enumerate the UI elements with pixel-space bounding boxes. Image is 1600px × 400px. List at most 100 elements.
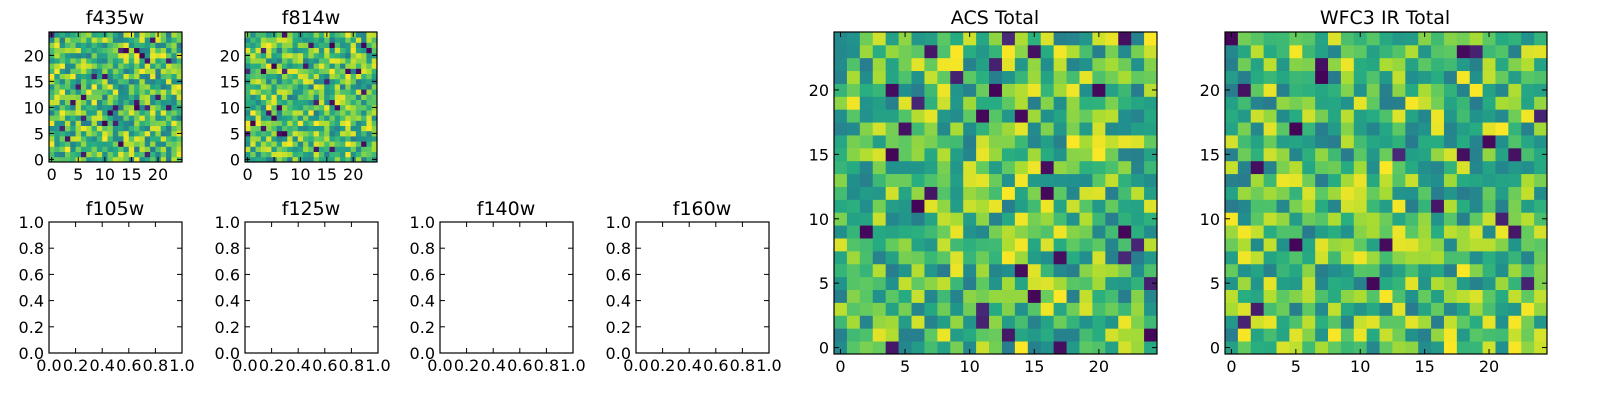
heatmap-cell	[1521, 315, 1535, 329]
heatmap-cell	[1521, 135, 1535, 149]
heatmap-cell	[1144, 32, 1158, 46]
heatmap-cell	[171, 110, 178, 116]
heatmap-cell	[963, 289, 977, 303]
heatmap-cell	[937, 173, 951, 187]
heatmap-cell	[54, 115, 61, 121]
heatmap-cell	[1521, 225, 1535, 239]
heatmap-cell	[308, 141, 315, 147]
heatmap-cell	[86, 156, 92, 163]
heatmap-cell	[255, 58, 262, 64]
heatmap-cell	[1014, 315, 1029, 329]
heatmap-cell	[1508, 212, 1522, 226]
heatmap-cell	[1315, 328, 1329, 342]
heatmap-cell	[75, 37, 82, 43]
heatmap-cell	[1144, 70, 1158, 84]
heatmap-cell	[1366, 302, 1380, 316]
heatmap-cell	[91, 84, 98, 90]
heatmap-cell	[1118, 57, 1132, 72]
heatmap-cell	[271, 58, 278, 64]
heatmap-cell	[911, 109, 925, 123]
heatmap-cell	[112, 130, 119, 137]
heatmap-cell	[1079, 70, 1093, 84]
heatmap-cell	[1379, 57, 1393, 72]
heatmap-cell	[345, 151, 351, 158]
heatmap-cell	[160, 136, 167, 142]
heatmap-cell	[80, 151, 87, 158]
heatmap-cell	[1495, 160, 1509, 175]
heatmap-cell	[989, 44, 1003, 59]
heatmap-cell	[989, 302, 1003, 316]
heatmap-cell	[1250, 109, 1265, 123]
heatmap-cell	[329, 146, 336, 152]
heatmap-cell	[976, 32, 990, 46]
heatmap-cell	[1328, 302, 1342, 316]
heatmap-cell	[963, 57, 977, 72]
heatmap-cell	[1079, 57, 1093, 72]
heatmap-cell	[276, 136, 283, 142]
heatmap-cell	[1001, 147, 1016, 162]
heatmap-cell	[266, 68, 272, 74]
heatmap-cell	[898, 328, 912, 342]
heatmap-cell	[1443, 289, 1458, 303]
heatmap-cell	[361, 37, 367, 43]
heatmap-cell	[1392, 57, 1406, 72]
heatmap-cell	[1508, 160, 1522, 175]
heatmap-cell	[255, 32, 262, 38]
heatmap-cell	[350, 99, 357, 106]
heatmap-cell	[1534, 57, 1548, 72]
heatmap-cell	[107, 73, 114, 80]
heatmap-cell	[287, 120, 293, 126]
heatmap-cell	[59, 63, 66, 69]
heatmap-cell	[86, 104, 92, 111]
heatmap-cell	[1443, 44, 1458, 59]
heatmap-cell	[150, 141, 156, 147]
heatmap-cell	[1315, 57, 1329, 72]
heatmap-cell	[80, 110, 87, 116]
heatmap-cell	[963, 96, 977, 110]
heatmap-cell	[80, 115, 87, 121]
heatmap-cell	[70, 120, 76, 126]
heatmap-cell	[1353, 238, 1368, 252]
heatmap-cell	[334, 84, 341, 90]
heatmap-cell	[1092, 83, 1106, 97]
heatmap-cell	[70, 136, 76, 142]
heatmap-cell	[49, 42, 55, 48]
heatmap-cell	[834, 44, 848, 59]
heatmap-cell	[287, 84, 293, 90]
heatmap-cell	[297, 99, 304, 106]
heatmap-cell	[1225, 160, 1239, 175]
heatmap-cell	[271, 37, 278, 43]
heatmap-cell	[1534, 186, 1548, 200]
heatmap-cell	[287, 94, 293, 100]
heatmap-cell	[1302, 263, 1316, 278]
heatmap-cell	[1508, 57, 1522, 72]
heatmap-cell	[1144, 96, 1158, 110]
heatmap-cell	[1418, 315, 1432, 329]
heatmap-cell	[144, 94, 151, 100]
heatmap-cell	[1105, 32, 1119, 46]
heatmap-cell	[846, 173, 861, 187]
heatmap-cell	[1001, 341, 1016, 355]
heatmap-cell	[963, 135, 977, 149]
heatmap-cell	[1456, 83, 1471, 97]
heatmap-cell	[155, 84, 162, 90]
heatmap-cell	[303, 141, 309, 147]
heatmap-cell	[924, 160, 938, 175]
heatmap-cell	[318, 89, 325, 95]
heatmap-cell	[345, 73, 351, 80]
heatmap-cell	[1405, 173, 1419, 187]
heatmap-cell	[1144, 147, 1158, 162]
heatmap-cell	[308, 130, 315, 137]
heatmap-cell	[250, 125, 256, 132]
heatmap-cell	[49, 151, 55, 158]
heatmap-cell	[250, 78, 256, 85]
heatmap-cell	[171, 136, 178, 142]
heatmap-cell	[345, 99, 351, 106]
heatmap-cell	[885, 289, 899, 303]
heatmap-cell	[139, 110, 146, 116]
heatmap-cells	[1225, 32, 1548, 355]
heatmap-cell	[872, 147, 887, 162]
heatmap-cell	[989, 263, 1003, 278]
heatmap-cell	[324, 120, 330, 126]
